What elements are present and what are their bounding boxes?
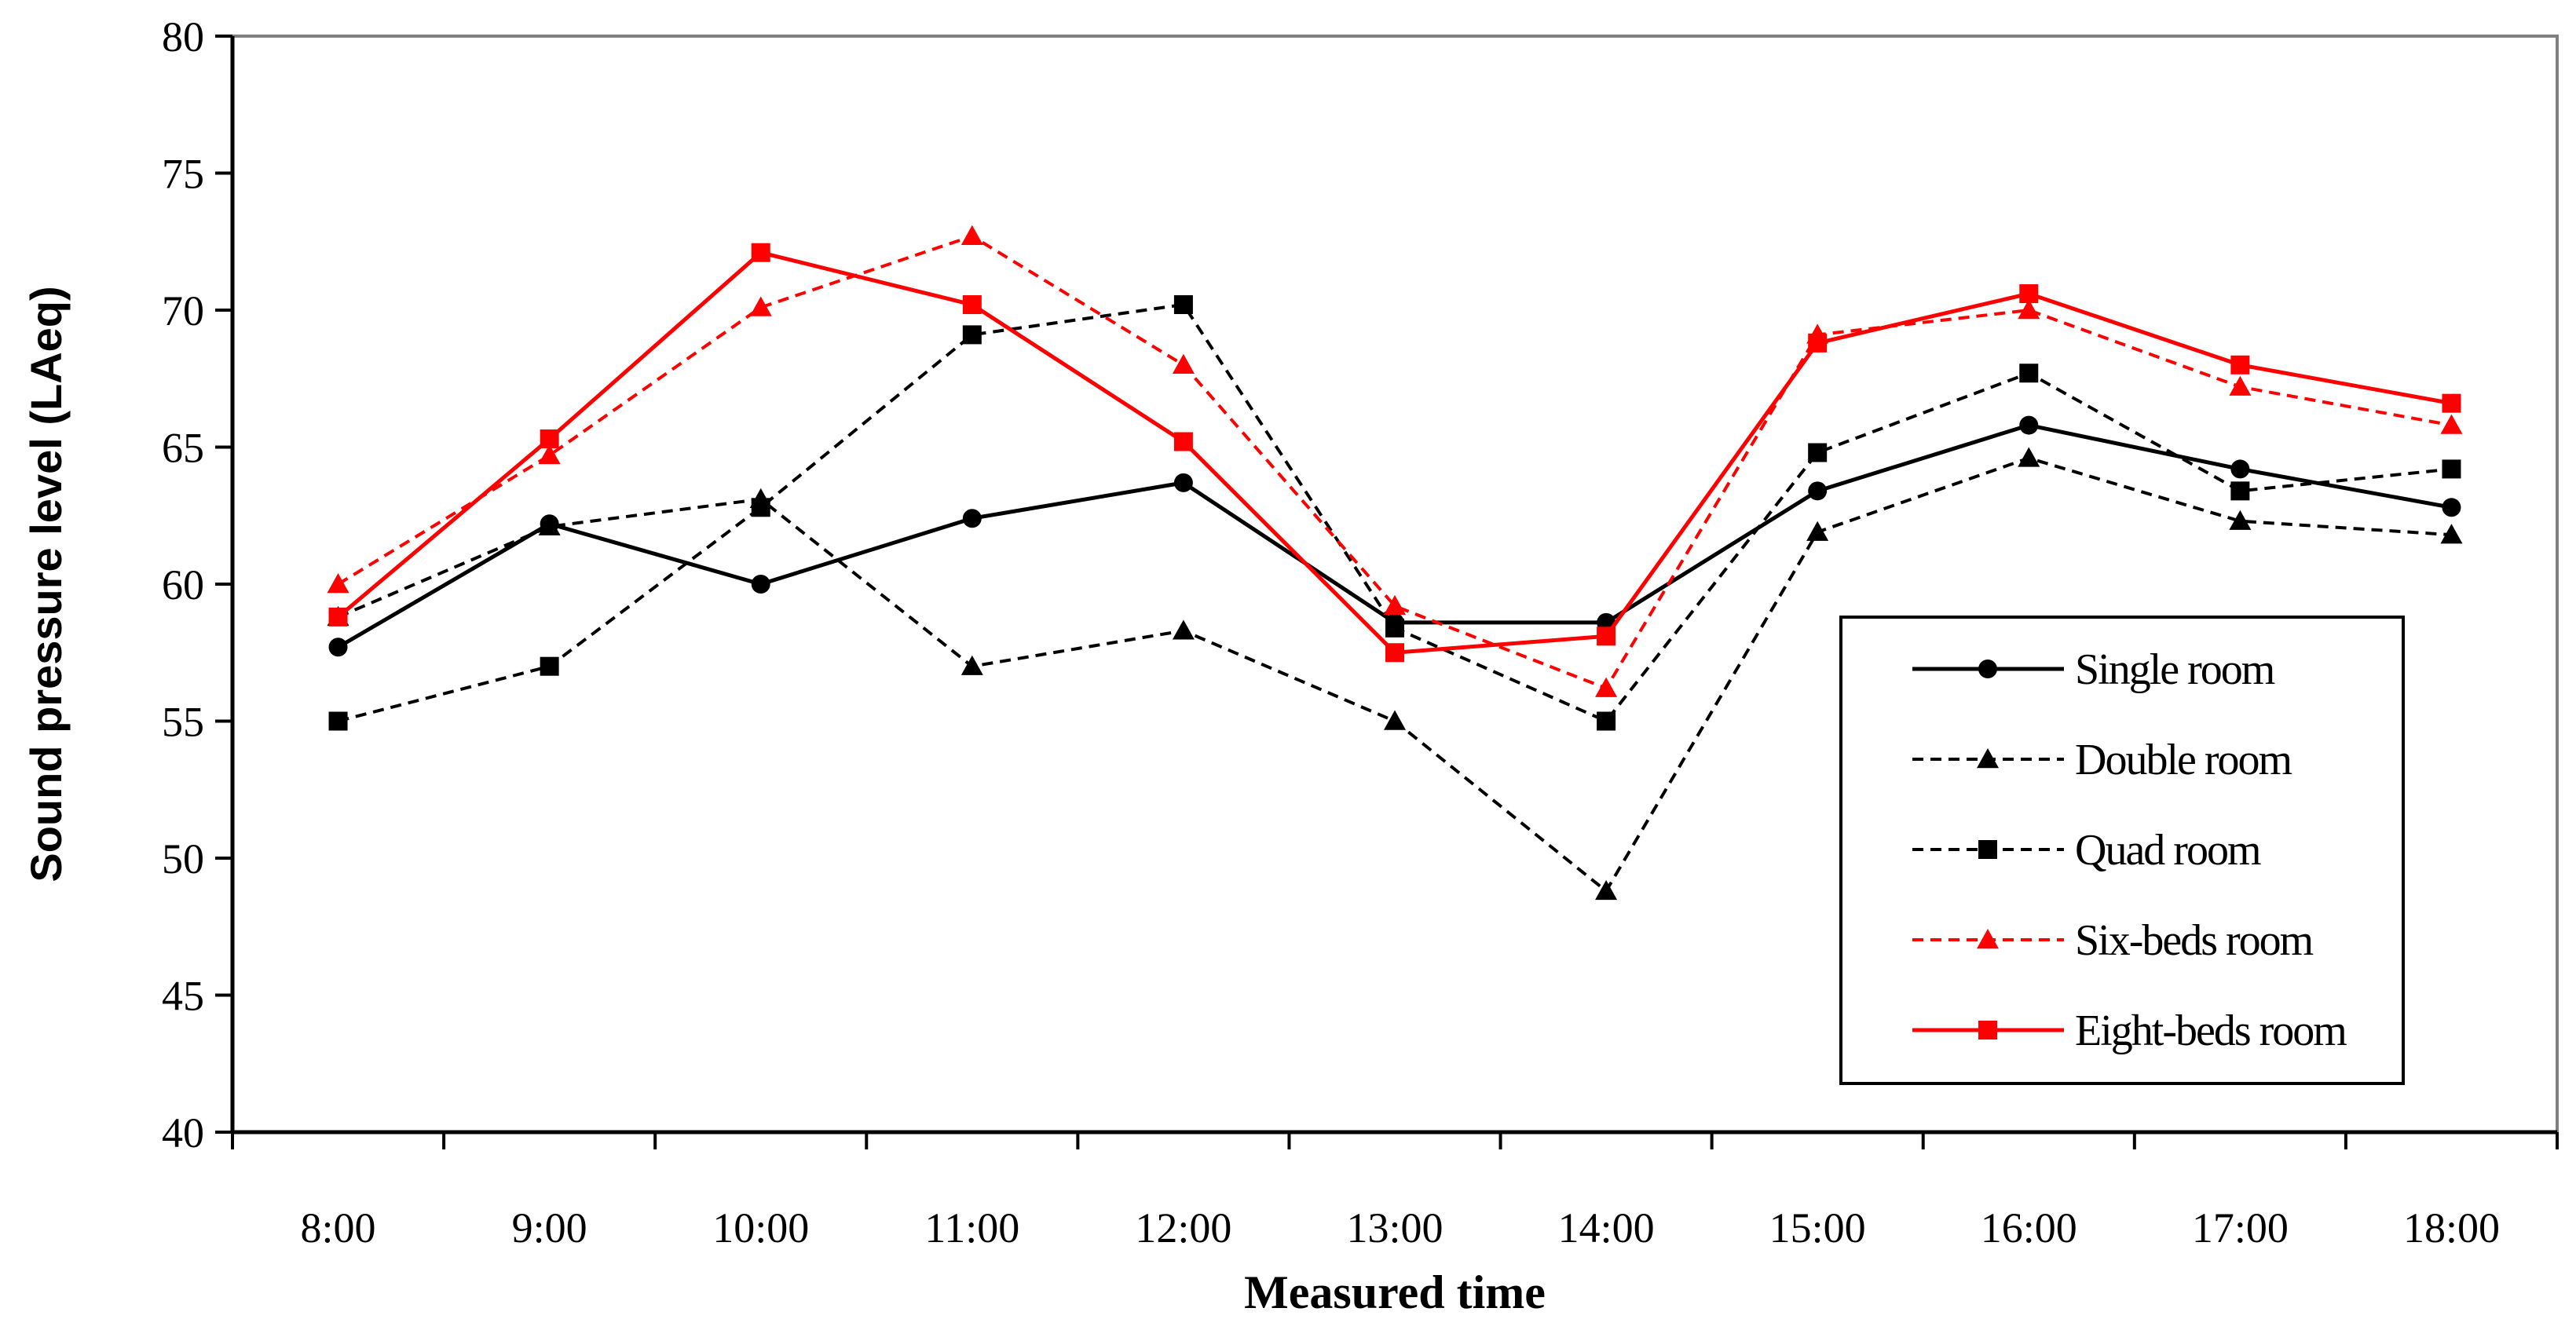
- y-tick-label: 40: [162, 1109, 204, 1156]
- data-point-six-beds-room: [2229, 375, 2252, 396]
- series-line-eight-beds-room: [336, 250, 2452, 655]
- data-point-eight-beds-room: [1385, 643, 1404, 663]
- x-tick-label: 10:00: [712, 1204, 809, 1251]
- legend-item-double-room: Double room: [1912, 736, 2294, 784]
- data-point-quad-room: [2019, 364, 2039, 383]
- series-quad-room: [328, 295, 2461, 731]
- data-point-single-room: [2442, 498, 2461, 517]
- x-tick-label: 17:00: [2192, 1204, 2289, 1251]
- data-point-single-room: [962, 509, 982, 528]
- data-point-six-beds-room: [1595, 677, 1618, 697]
- data-point-eight-beds-room: [2442, 393, 2461, 413]
- data-point-double-room: [1806, 521, 1829, 541]
- data-point-six-beds-room: [1172, 353, 1195, 374]
- data-point-quad-room: [2230, 481, 2250, 501]
- data-point-double-room: [1595, 879, 1618, 901]
- data-point-six-beds-room: [327, 573, 349, 594]
- legend-swatch-marker: [1978, 1021, 1997, 1040]
- data-point-double-room: [2018, 447, 2040, 467]
- legend-swatch-marker: [1978, 660, 1997, 678]
- x-tick-label: 12:00: [1135, 1204, 1231, 1251]
- x-tick-label: 8:00: [301, 1204, 376, 1251]
- data-point-double-room: [1384, 710, 1406, 730]
- data-point-double-room: [1172, 619, 1195, 640]
- data-point-double-room: [2229, 510, 2252, 530]
- data-point-quad-room: [1173, 295, 1193, 315]
- x-tick-label: 15:00: [1769, 1204, 1866, 1251]
- data-point-six-beds-room: [2018, 299, 2040, 320]
- data-point-quad-room: [540, 656, 559, 676]
- data-point-eight-beds-room: [962, 295, 982, 315]
- data-point-eight-beds-room: [1808, 333, 1828, 353]
- y-axis-title: Sound pressure level (LAeq): [21, 286, 71, 882]
- y-tick-label: 75: [162, 151, 204, 198]
- data-point-six-beds-room: [2440, 414, 2463, 434]
- data-point-six-beds-room: [749, 296, 772, 316]
- data-point-eight-beds-room: [540, 429, 559, 449]
- legend-label: Eight-beds room: [2075, 1007, 2347, 1055]
- legend-item-eight-beds-room: Eight-beds room: [1912, 1007, 2348, 1055]
- data-point-six-beds-room: [1384, 594, 1406, 616]
- legend-label: Double room: [2075, 736, 2292, 784]
- data-point-quad-room: [1597, 711, 1616, 731]
- y-tick-label: 65: [162, 425, 204, 472]
- data-point-quad-room: [1808, 443, 1828, 462]
- data-point-quad-room: [1385, 618, 1404, 638]
- legend-item-single-room: Single room: [1912, 645, 2277, 694]
- data-point-single-room: [751, 575, 770, 594]
- legend-item-quad-room: Quad room: [1912, 826, 2263, 875]
- y-tick-label: 80: [162, 13, 204, 60]
- data-point-six-beds-room: [538, 444, 561, 465]
- legend-swatch-marker: [1977, 929, 1999, 949]
- y-tick-label: 60: [162, 561, 204, 608]
- legend-swatch-marker: [1978, 840, 1997, 859]
- data-point-eight-beds-room: [2230, 355, 2250, 375]
- data-point-double-room: [2440, 524, 2463, 544]
- x-tick-label: 13:00: [1346, 1204, 1443, 1251]
- data-point-eight-beds-room: [2019, 284, 2039, 304]
- data-point-single-room: [2019, 415, 2039, 435]
- y-tick-label: 70: [162, 287, 204, 334]
- legend-label: Six-beds room: [2075, 916, 2314, 965]
- legend-label: Single room: [2075, 645, 2275, 694]
- data-point-eight-beds-room: [1597, 627, 1616, 646]
- data-point-eight-beds-room: [751, 243, 770, 262]
- x-tick-label: 16:00: [1981, 1204, 2077, 1251]
- x-tick-label: 14:00: [1558, 1204, 1655, 1251]
- data-point-eight-beds-room: [328, 607, 348, 627]
- data-point-six-beds-room: [961, 225, 983, 245]
- legend-label: Quad room: [2075, 826, 2261, 875]
- y-tick-label: 45: [162, 973, 204, 1020]
- x-tick-label: 9:00: [512, 1204, 587, 1251]
- data-point-single-room: [2230, 459, 2250, 479]
- data-point-quad-room: [962, 325, 982, 345]
- y-tick-label: 55: [162, 699, 204, 746]
- data-point-double-room: [538, 515, 561, 535]
- x-tick-label: 11:00: [924, 1204, 1019, 1251]
- data-point-double-room: [961, 655, 983, 675]
- data-point-single-room: [1173, 473, 1193, 492]
- legend-swatch-marker: [1977, 748, 1999, 769]
- data-point-eight-beds-room: [1173, 432, 1193, 451]
- x-axis-title: Measured time: [1244, 1266, 1546, 1318]
- legend-item-six-beds-room: Six-beds room: [1912, 916, 2315, 965]
- series-eight-beds-room: [328, 243, 2461, 663]
- data-point-single-room: [1808, 481, 1828, 501]
- data-point-single-room: [328, 638, 348, 657]
- data-point-quad-room: [328, 711, 348, 731]
- x-tick-label: 18:00: [2403, 1204, 2500, 1251]
- series-line-six-beds-room: [337, 234, 2452, 690]
- data-point-quad-room: [2442, 459, 2461, 479]
- data-point-quad-room: [751, 498, 770, 517]
- y-tick-label: 50: [162, 835, 204, 882]
